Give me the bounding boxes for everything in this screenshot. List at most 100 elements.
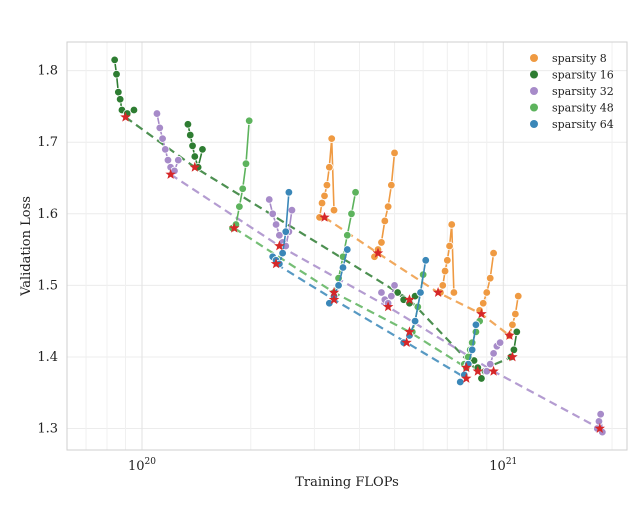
data-point: [152, 109, 162, 118]
data-point: [235, 202, 244, 211]
data-point: [268, 209, 277, 218]
data-point: [163, 155, 173, 165]
data-point: [390, 281, 399, 290]
y-axis-label: Validation Loss: [19, 196, 34, 297]
data-point: [467, 345, 477, 354]
data-point: [265, 195, 274, 204]
frontier-star: [120, 111, 131, 122]
data-point: [188, 141, 197, 150]
frontier-star: [328, 287, 340, 297]
data-point: [393, 288, 402, 297]
grid: [67, 42, 627, 450]
data-point: [443, 256, 452, 265]
legend-label: sparsity 48: [552, 102, 614, 115]
data-point: [325, 163, 334, 172]
frontier-star: [328, 294, 340, 305]
data-point: [440, 266, 450, 276]
legend-marker: [530, 120, 538, 128]
frontier-star: [461, 372, 472, 383]
frontier-star: [404, 326, 415, 337]
frontier-line: [275, 262, 467, 380]
y-tick-label: 1.3: [37, 422, 58, 437]
data-point: [421, 256, 430, 265]
data-point: [334, 281, 343, 290]
data-point: [343, 231, 352, 240]
data-point: [275, 231, 284, 240]
data-point: [512, 327, 522, 337]
data-point: [495, 338, 505, 347]
frontier-star: [507, 351, 518, 362]
legend-marker: [530, 54, 538, 62]
data-point: [115, 95, 125, 104]
frontier-star: [404, 294, 415, 305]
data-point: [594, 417, 604, 426]
data-point: [489, 248, 498, 258]
data-point: [489, 349, 498, 358]
legend-marker: [530, 70, 538, 79]
frontier-star: [472, 365, 483, 376]
legend-marker: [530, 87, 538, 95]
data-point: [278, 248, 287, 258]
frontier-line: [233, 227, 467, 369]
frontier-star: [504, 330, 515, 340]
frontier-star: [189, 161, 200, 172]
data-point: [327, 134, 336, 143]
data-point: [174, 155, 183, 165]
frontier-star: [401, 337, 412, 348]
y-tick-label: 1.7: [37, 135, 58, 150]
frontier-markers: [120, 111, 605, 433]
data-point: [284, 188, 294, 197]
data-point: [456, 377, 465, 387]
data-point: [317, 198, 327, 208]
data-point: [114, 87, 123, 97]
data-point: [183, 120, 193, 129]
data-point: [514, 291, 523, 301]
data-point: [241, 159, 251, 168]
data-point: [482, 288, 491, 297]
data-point: [287, 206, 297, 215]
data-point: [186, 130, 195, 140]
data-point: [390, 148, 399, 158]
y-tick-label: 1.8: [37, 64, 58, 79]
data-point: [351, 188, 360, 197]
frontier-star: [319, 211, 330, 222]
frontier-star: [461, 362, 472, 373]
legend-label: sparsity 64: [552, 118, 614, 131]
data-point: [486, 274, 495, 283]
data-point: [387, 180, 396, 190]
y-tick-label: 1.6: [37, 207, 58, 222]
frontier-star: [270, 258, 282, 269]
data-point: [447, 220, 456, 229]
data-point: [238, 184, 247, 193]
data-point: [445, 241, 454, 251]
legend-label: sparsity 32: [552, 85, 614, 98]
x-axis-label: Training FLOPs: [295, 475, 399, 490]
data-point: [271, 220, 281, 229]
data-point: [329, 206, 339, 215]
data-point: [471, 320, 481, 329]
data-point: [190, 152, 199, 161]
frontier-star: [229, 222, 240, 233]
x-tick-base: 10: [128, 459, 145, 474]
frontier-star: [382, 301, 394, 312]
data-point: [438, 281, 447, 290]
data-point: [377, 238, 386, 247]
legend-marker: [530, 103, 538, 112]
frontier-star: [476, 308, 487, 319]
data-point: [410, 316, 420, 326]
legend-label: sparsity 16: [552, 69, 614, 82]
data-point: [509, 345, 519, 354]
data-point: [482, 367, 491, 376]
data-point: [343, 245, 352, 254]
x-tick-base: 10: [489, 459, 506, 474]
x-tick-exponent: 21: [506, 457, 517, 467]
data-point: [281, 227, 290, 236]
data-point: [198, 145, 207, 154]
data-point: [416, 288, 425, 297]
data-point: [244, 116, 254, 125]
data-point: [322, 180, 332, 190]
frontier-star: [372, 247, 384, 258]
frontier-star: [488, 365, 499, 376]
data-point: [110, 55, 119, 65]
